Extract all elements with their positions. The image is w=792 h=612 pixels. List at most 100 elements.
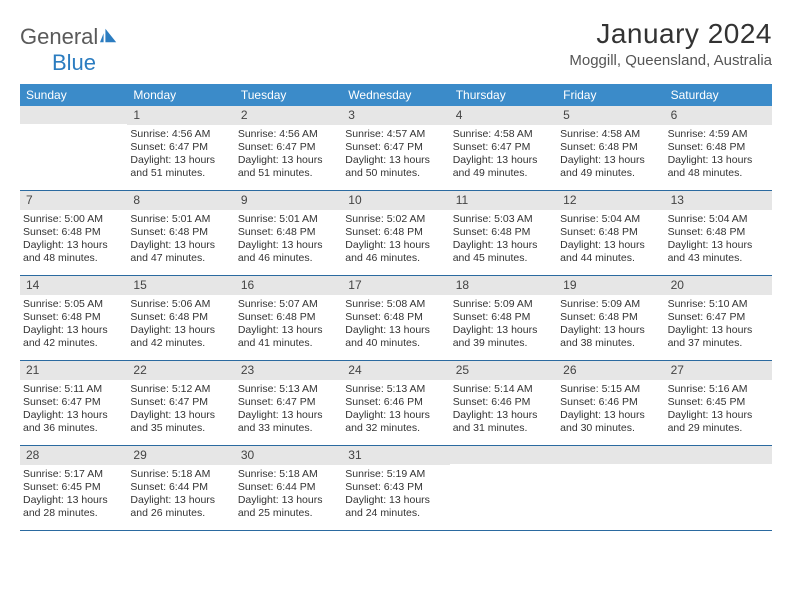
sunset-text: Sunset: 6:43 PM (345, 481, 446, 494)
sunset-text: Sunset: 6:46 PM (345, 396, 446, 409)
daylight-text: Daylight: 13 hours and 49 minutes. (453, 154, 554, 180)
day-number (20, 106, 127, 124)
day-cell: 18Sunrise: 5:09 AMSunset: 6:48 PMDayligh… (450, 276, 557, 360)
sunrise-text: Sunrise: 5:01 AM (130, 213, 231, 226)
sunrise-text: Sunrise: 5:19 AM (345, 468, 446, 481)
daylight-text: Daylight: 13 hours and 30 minutes. (560, 409, 661, 435)
day-number: 6 (665, 106, 772, 125)
day-cell: 22Sunrise: 5:12 AMSunset: 6:47 PMDayligh… (127, 361, 234, 445)
sunset-text: Sunset: 6:45 PM (23, 481, 124, 494)
sunset-text: Sunset: 6:45 PM (668, 396, 769, 409)
day-number: 20 (665, 276, 772, 295)
sunrise-text: Sunrise: 5:04 AM (560, 213, 661, 226)
day-cell: 1Sunrise: 4:56 AMSunset: 6:47 PMDaylight… (127, 106, 234, 190)
day-cell (450, 446, 557, 530)
day-cell: 19Sunrise: 5:09 AMSunset: 6:48 PMDayligh… (557, 276, 664, 360)
day-cell: 3Sunrise: 4:57 AMSunset: 6:47 PMDaylight… (342, 106, 449, 190)
daylight-text: Daylight: 13 hours and 35 minutes. (130, 409, 231, 435)
day-cell (557, 446, 664, 530)
sunrise-text: Sunrise: 5:00 AM (23, 213, 124, 226)
daylight-text: Daylight: 13 hours and 51 minutes. (238, 154, 339, 180)
day-cell: 10Sunrise: 5:02 AMSunset: 6:48 PMDayligh… (342, 191, 449, 275)
day-number: 26 (557, 361, 664, 380)
sunrise-text: Sunrise: 5:04 AM (668, 213, 769, 226)
daylight-text: Daylight: 13 hours and 33 minutes. (238, 409, 339, 435)
weekday-header-row: SundayMondayTuesdayWednesdayThursdayFrid… (20, 84, 772, 106)
day-cell: 13Sunrise: 5:04 AMSunset: 6:48 PMDayligh… (665, 191, 772, 275)
day-number: 21 (20, 361, 127, 380)
daylight-text: Daylight: 13 hours and 42 minutes. (130, 324, 231, 350)
sunrise-text: Sunrise: 4:59 AM (668, 128, 769, 141)
week-row: 14 Sunrise: 5:05 AM Sunset: 6:48 PM Dayligh… (20, 276, 772, 361)
day-number: 4 (450, 106, 557, 125)
title-block: January 2024 Moggill, Queensland, Austra… (569, 18, 772, 69)
day-number: 28 (20, 446, 127, 465)
day-cell: 17Sunrise: 5:08 AMSunset: 6:48 PMDayligh… (342, 276, 449, 360)
sunrise-text: Sunrise: 4:56 AM (130, 128, 231, 141)
day-number: 7 (20, 191, 127, 210)
sunset-text: Sunset: 6:48 PM (453, 226, 554, 239)
daylight-text: Daylight: 13 hours and 51 minutes. (130, 154, 231, 180)
week-row: 21Sunrise: 5:11 AMSunset: 6:47 PMDayligh… (20, 361, 772, 446)
daylight-text: Daylight: 13 hours and 41 minutes. (238, 324, 339, 350)
day-number: 13 (665, 191, 772, 210)
logo-text-blue: Blue (52, 50, 96, 75)
sunrise-text: Sunrise: 5:16 AM (668, 383, 769, 396)
daylight-text: Daylight: 13 hours and 31 minutes. (453, 409, 554, 435)
sunrise-text: Sunrise: 5:15 AM (560, 383, 661, 396)
weekday-header: Saturday (665, 84, 772, 106)
day-cell: 15Sunrise: 5:06 AMSunset: 6:48 PMDayligh… (127, 276, 234, 360)
sunrise-text: Sunrise: 5:11 AM (23, 383, 124, 396)
daylight-text: Daylight: 13 hours and 36 minutes. (23, 409, 124, 435)
daylight-text: Daylight: 13 hours and 39 minutes. (453, 324, 554, 350)
sunset-text: Sunset: 6:48 PM (130, 226, 231, 239)
day-number: 30 (235, 446, 342, 465)
day-cell: 23Sunrise: 5:13 AMSunset: 6:47 PMDayligh… (235, 361, 342, 445)
sunset-text: Sunset: 6:46 PM (560, 396, 661, 409)
sunset-text: Sunset: 6:48 PM (345, 311, 446, 324)
sunrise-text: Sunrise: 5:10 AM (668, 298, 769, 311)
sunrise-text: Sunrise: 5:05 AM (23, 298, 124, 311)
logo: GeneralBlue (20, 18, 119, 76)
day-cell: 11Sunrise: 5:03 AMSunset: 6:48 PMDayligh… (450, 191, 557, 275)
sunset-text: Sunset: 6:48 PM (238, 226, 339, 239)
day-cell: 16Sunrise: 5:07 AMSunset: 6:48 PMDayligh… (235, 276, 342, 360)
day-cell: 8Sunrise: 5:01 AMSunset: 6:48 PMDaylight… (127, 191, 234, 275)
daylight-text: Daylight: 13 hours and 50 minutes. (345, 154, 446, 180)
sunrise-text: Sunrise: 5:17 AM (23, 468, 124, 481)
sunrise-text: Sunrise: 5:09 AM (453, 298, 554, 311)
sunrise-text: Sunrise: 5:13 AM (345, 383, 446, 396)
sunrise-text: Sunrise: 5:01 AM (238, 213, 339, 226)
daylight-text: Daylight: 13 hours and 49 minutes. (560, 154, 661, 180)
day-number: 8 (127, 191, 234, 210)
sunrise-text: Sunrise: 4:58 AM (560, 128, 661, 141)
day-cell: 12Sunrise: 5:04 AMSunset: 6:48 PMDayligh… (557, 191, 664, 275)
sunrise-text: Sunrise: 5:18 AM (130, 468, 231, 481)
day-number: 22 (127, 361, 234, 380)
day-number: 16 (235, 276, 342, 295)
day-number: 14 (20, 276, 127, 295)
sunset-text: Sunset: 6:46 PM (453, 396, 554, 409)
location: Moggill, Queensland, Australia (569, 52, 772, 69)
calendar: SundayMondayTuesdayWednesdayThursdayFrid… (20, 84, 772, 531)
day-cell: 6Sunrise: 4:59 AMSunset: 6:48 PMDaylight… (665, 106, 772, 190)
daylight-text: Daylight: 13 hours and 43 minutes. (668, 239, 769, 265)
sunset-text: Sunset: 6:47 PM (453, 141, 554, 154)
daylight-text: Daylight: 13 hours and 24 minutes. (345, 494, 446, 520)
sunrise-text: Sunrise: 5:12 AM (130, 383, 231, 396)
day-number: 31 (342, 446, 449, 465)
daylight-text: Daylight: 13 hours and 29 minutes. (668, 409, 769, 435)
sunset-text: Sunset: 6:48 PM (560, 311, 661, 324)
day-number: 25 (450, 361, 557, 380)
daylight-text: Daylight: 13 hours and 44 minutes. (560, 239, 661, 265)
day-cell: 27Sunrise: 5:16 AMSunset: 6:45 PMDayligh… (665, 361, 772, 445)
day-number: 12 (557, 191, 664, 210)
sunrise-text: Sunrise: 5:07 AM (238, 298, 339, 311)
day-cell: 2Sunrise: 4:56 AMSunset: 6:47 PMDaylight… (235, 106, 342, 190)
sunrise-text: Sunrise: 5:03 AM (453, 213, 554, 226)
sunrise-text: Sunrise: 5:18 AM (238, 468, 339, 481)
weekday-header: Tuesday (235, 84, 342, 106)
day-number: 1 (127, 106, 234, 125)
day-cell: 21Sunrise: 5:11 AMSunset: 6:47 PMDayligh… (20, 361, 127, 445)
day-cell: 30Sunrise: 5:18 AMSunset: 6:44 PMDayligh… (235, 446, 342, 530)
